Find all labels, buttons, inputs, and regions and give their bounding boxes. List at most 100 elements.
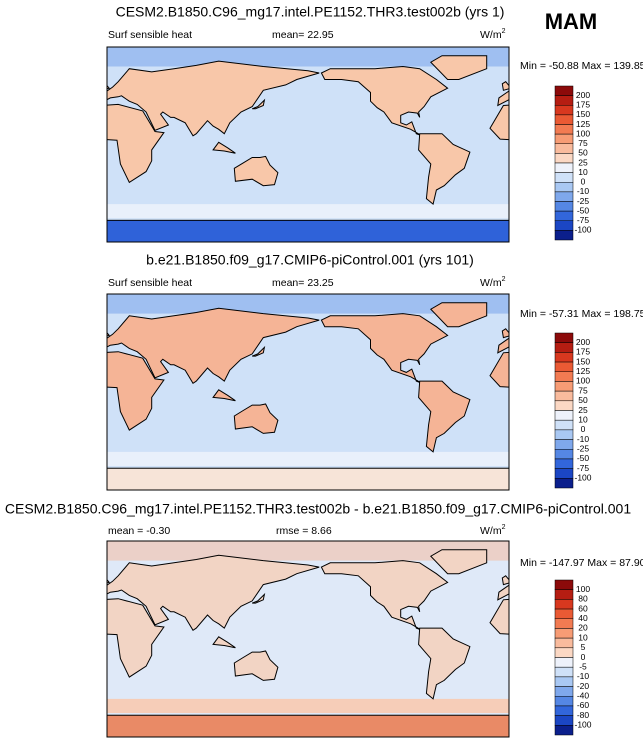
colorbar-box [554,332,574,343]
colorbar-box [554,599,574,610]
colorbar-label: 125 [576,366,590,376]
colorbar-box [554,105,574,116]
colorbar-label: -10 [577,434,590,444]
colorbar-box [554,647,574,658]
colorbar-label: -25 [577,196,590,206]
colorbar-box [554,628,574,639]
southern-ocean-band [107,204,509,219]
continent [615,390,637,401]
continent [107,578,111,584]
continent [501,328,509,339]
colorbar-box [554,371,574,382]
colorbar-label: 50 [578,148,588,158]
map [17,47,643,242]
arctic-band [107,294,509,314]
colorbar-box [554,95,574,106]
colorbar-box [554,361,574,372]
colorbar-box [554,725,574,736]
panel-left-label: Surf sensible heat [108,29,192,41]
colorbar-label: 0 [581,177,586,187]
continent [107,103,165,184]
colorbar-box [554,153,574,164]
colorbar-box [554,172,574,183]
continent [107,60,320,137]
antarctica [107,467,509,490]
southern-ocean-band [107,698,509,714]
continent [0,314,46,384]
colorbar-box [554,230,574,241]
arctic-band [107,47,509,67]
map-frame [106,46,510,243]
min-max: Min = -147.97 Max = 87.90 [520,557,643,569]
colorbar-label: -75 [577,463,590,473]
continent [636,156,643,185]
colorbar-box [554,133,574,144]
continent [107,554,320,632]
continent [501,81,509,91]
colorbar-label: 0 [581,652,586,662]
units-base: W/m [480,525,502,537]
colorbar-box [554,191,574,202]
colorbar-label: -100 [574,473,591,483]
continent [107,307,320,385]
colorbar-box [554,182,574,193]
colorbar-label: -25 [577,444,590,454]
continent [320,560,449,631]
panel-center-label: rmse = 8.66 [276,525,332,537]
panel: CESM2.B1850.C96_mg17.intel.PE1152.THR3.t… [5,501,643,738]
map [0,294,643,490]
colorbar-box [554,705,574,716]
colorbar-box [554,352,574,363]
colorbar-label: 100 [576,128,590,138]
colorbar-label: 75 [578,385,588,395]
continent [418,627,471,700]
colorbar-label: 100 [576,584,590,594]
colorbar-box [554,429,574,440]
continent [429,549,488,575]
panel-title: CESM2.B1850.C96_mg17.intel.PE1152.THR3.t… [5,501,631,517]
continent [212,141,236,154]
continent [429,302,488,328]
southern-ocean-band [107,451,509,467]
continent [233,403,279,434]
units: W/m2 [480,28,506,41]
colorbar-box [554,439,574,450]
panel-left-label: Surf sensible heat [108,277,192,289]
continent [107,84,111,90]
continent [615,142,637,153]
continent [107,351,165,431]
colorbar-box [554,410,574,421]
continent [17,134,68,204]
colorbar-label: 125 [576,119,590,129]
continent [489,598,509,635]
panel: b.e21.B1850.f09_g17.CMIP6-piControl.001 … [0,252,643,491]
colorbar-box [554,162,574,173]
map-frame [106,293,510,491]
map [17,541,509,737]
colorbar-label: 75 [578,138,588,148]
colorbar-box [554,478,574,489]
continent [212,636,236,649]
panel-center-label: mean= 22.95 [272,29,334,41]
colorbar-label: 50 [578,395,588,405]
colorbar-box [554,715,574,726]
colorbar-label: 20 [578,623,588,633]
continent [252,345,266,357]
antarctica [107,714,509,737]
continent [497,337,509,354]
colorbar-box [554,419,574,431]
min-max: Min = -50.88 Max = 139.85 [520,60,643,72]
colorbar-label: 175 [576,347,590,357]
colorbar-box [554,114,574,125]
continent [17,628,68,699]
colorbar-box [554,666,574,678]
panel-center-label: mean= 23.25 [272,277,334,289]
colorbar-box [554,468,574,479]
colorbar-label: 150 [576,356,590,366]
colorbar-label: 80 [578,594,588,604]
map-frame [106,540,510,738]
panel-left-label: mean = -0.30 [108,525,170,537]
units-base: W/m [480,29,502,41]
continent [636,404,643,433]
colorbar-label: -100 [574,720,591,730]
